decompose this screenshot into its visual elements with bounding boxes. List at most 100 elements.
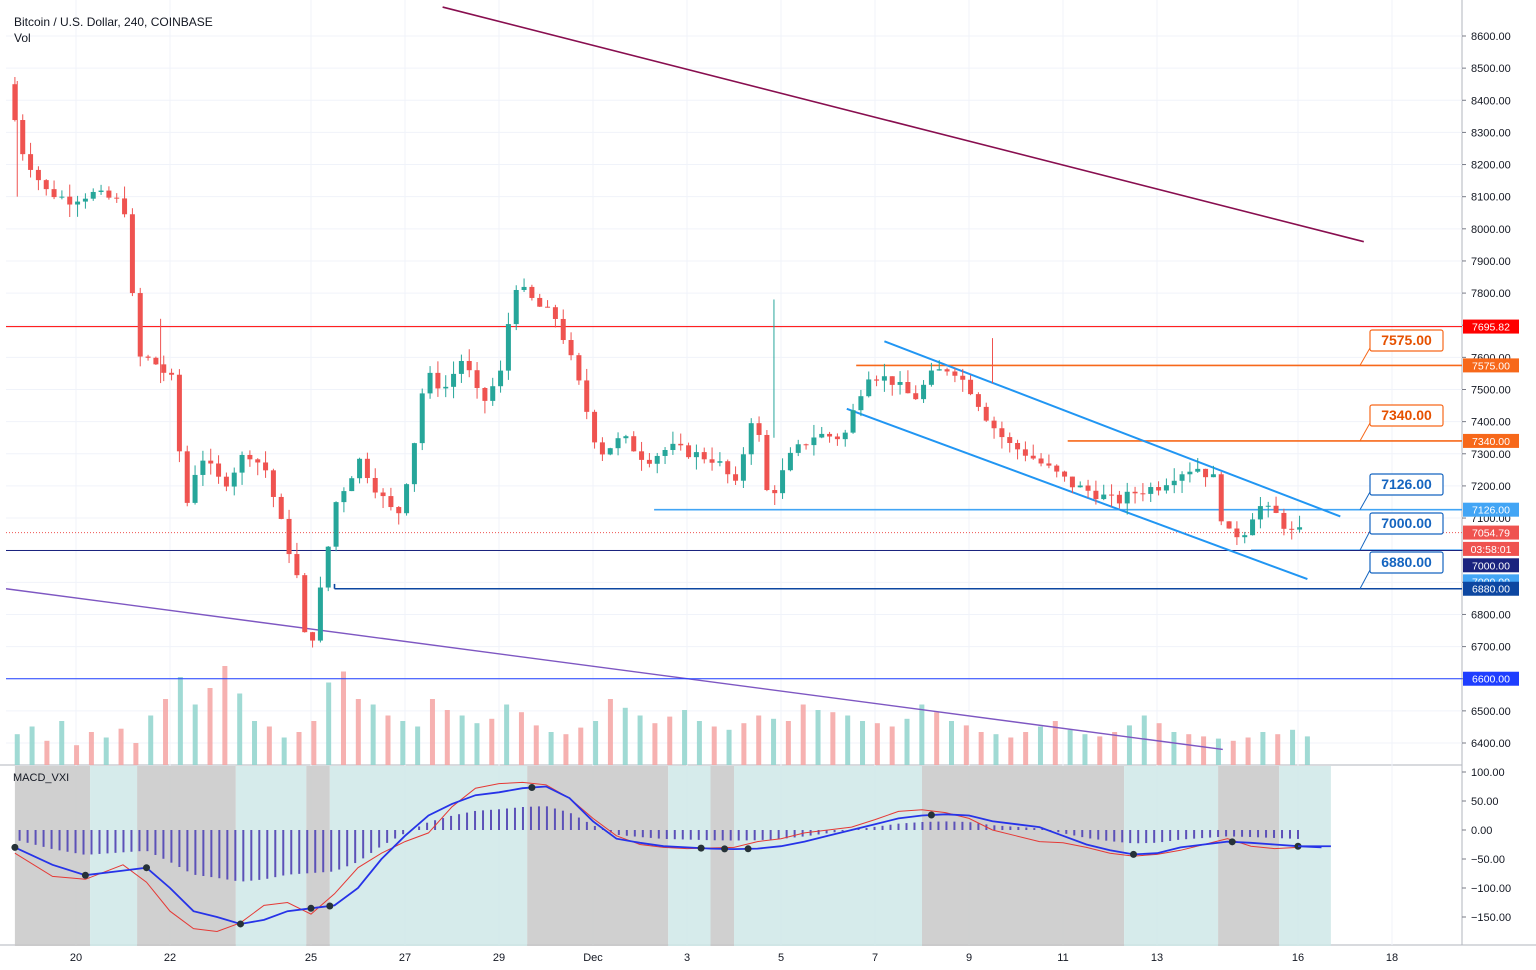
candle-body — [701, 452, 707, 460]
macd-tick-label: −50.00 — [1471, 854, 1505, 866]
callout: 7126.00 — [1359, 473, 1444, 510]
price-tick-label: 8300.00 — [1471, 127, 1511, 139]
candle-body — [897, 382, 903, 385]
volume-bar — [919, 704, 925, 765]
candle-body — [12, 84, 18, 121]
price-tick-label: 7400.00 — [1471, 417, 1511, 429]
volume-bar — [637, 715, 643, 765]
candle-body — [850, 410, 856, 433]
candle-body — [20, 120, 26, 155]
macd-cross-dot — [1130, 850, 1137, 858]
callout-labels[interactable]: 7575.00 7340.00 7126.00 7000.00 6880.00 — [1359, 329, 1444, 589]
volume-bar — [1082, 734, 1088, 765]
candle-body — [537, 297, 543, 307]
symbol-title: Bitcoin / U.S. Dollar, 240, COINBASE — [14, 15, 213, 29]
candle-body — [740, 454, 746, 481]
candle-body — [513, 289, 519, 325]
macd-shade — [1218, 766, 1280, 946]
price-label-box — [1463, 433, 1519, 448]
price-label-text: 6880.00 — [1472, 584, 1510, 596]
candle-body — [388, 496, 394, 508]
candle-body — [364, 458, 370, 478]
candle-body — [936, 369, 942, 371]
volume-bar — [593, 721, 599, 765]
candle-body — [529, 286, 535, 298]
volume-bar — [874, 723, 880, 765]
volume-bar — [474, 723, 480, 765]
volume-bar — [1126, 725, 1132, 765]
candle-body — [349, 478, 355, 492]
volume-bar — [667, 716, 673, 765]
volume-bar — [889, 726, 895, 765]
candle-body — [1140, 493, 1146, 495]
candle-body — [278, 496, 284, 519]
callout: 7000.00 — [1359, 512, 1444, 551]
candle-body — [560, 318, 566, 341]
candle-body — [396, 507, 402, 514]
price-label-text: 03:58:01 — [1471, 544, 1512, 556]
price-label-box — [1463, 502, 1519, 517]
macd-cross-dot — [307, 904, 315, 912]
candle-body — [129, 214, 135, 294]
volume-bar — [1097, 736, 1103, 765]
candle-body — [122, 198, 128, 215]
volume-bar — [1052, 721, 1058, 765]
volume-bar — [963, 725, 969, 765]
volume-bar — [563, 734, 569, 765]
candle-body — [1101, 494, 1107, 500]
candle-body — [686, 445, 692, 458]
volume-bar — [607, 699, 613, 765]
volume-bar — [1304, 736, 1310, 765]
drawing-lines[interactable] — [5, 6, 1462, 751]
candle-body — [380, 492, 386, 497]
price-label-text: 7000.00 — [1472, 560, 1510, 572]
candle-body — [372, 477, 378, 493]
candle-body — [568, 340, 574, 356]
macd-cross-dot — [1228, 838, 1236, 846]
candle-body — [646, 459, 652, 464]
callout-leader — [1359, 491, 1371, 510]
time-tick-label: Dec — [583, 952, 603, 964]
candle-body — [764, 434, 770, 491]
price-tick-label: 8200.00 — [1471, 160, 1511, 172]
volume-bar — [830, 712, 836, 765]
price-tick-label: 8100.00 — [1471, 192, 1511, 204]
time-tick-label: 13 — [1151, 952, 1163, 964]
candle-body — [1226, 521, 1232, 529]
time-tick-label: 22 — [164, 952, 176, 964]
time-axis[interactable]: 20 22 25 27 29 Dec 3 5 7 9 11 13 16 18 — [70, 952, 1398, 964]
macd-shade — [668, 766, 711, 946]
candle-body — [498, 370, 504, 387]
candle-body — [255, 459, 261, 463]
candle-body — [75, 201, 81, 205]
price-label-text: 7054.79 — [1472, 528, 1510, 540]
volume-bar — [711, 726, 717, 765]
volume-bar — [726, 729, 732, 765]
volume-bar — [44, 740, 50, 765]
price-tick-label: 8000.00 — [1471, 224, 1511, 236]
candle-body — [639, 451, 645, 460]
candle-body — [834, 436, 840, 440]
volume-bar — [385, 715, 391, 765]
candle-body — [1062, 471, 1068, 477]
macd-cross-dot — [81, 871, 89, 879]
volume-bar — [1023, 732, 1029, 765]
volume-bar — [696, 721, 702, 765]
macd-cross-dot — [326, 902, 334, 910]
candle-body — [161, 364, 167, 373]
candle-body — [858, 396, 864, 411]
candle-body — [137, 293, 143, 357]
volume-bar — [429, 699, 435, 765]
time-tick-label: 3 — [684, 952, 690, 964]
volume-bar — [252, 721, 258, 765]
candle-body — [200, 460, 206, 475]
candle-body — [952, 371, 958, 376]
candle-body — [411, 443, 417, 485]
macd-shade — [527, 766, 669, 946]
price-label-box — [1463, 358, 1519, 373]
candle-body — [983, 406, 989, 421]
price-label-box — [1463, 558, 1519, 573]
candle-body — [1077, 485, 1083, 488]
volume-bar — [340, 671, 346, 765]
